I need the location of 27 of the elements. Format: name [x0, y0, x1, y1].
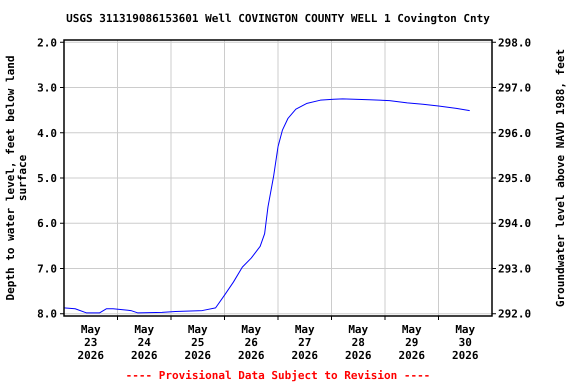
y-tick-label: 3.0 [37, 82, 57, 95]
y-tick-label: 4.0 [37, 126, 57, 140]
y2-tick-label: 293.0 [498, 262, 532, 276]
x-tick-label: May 28 2026 [345, 323, 372, 362]
y-tick-label: 7.0 [37, 262, 57, 276]
x-tick-label: May 30 2026 [452, 323, 479, 362]
y2-tick-label: 296.0 [498, 126, 532, 140]
y2-axis-title: Groundwater level above NAVD 1988, feet [554, 48, 567, 308]
line-series [64, 98, 470, 314]
x-tick-label: May 24 2026 [131, 323, 158, 362]
x-tick-label: May 29 2026 [398, 323, 426, 362]
x-tick-label: May 23 2026 [78, 323, 104, 362]
text: ---- Provisional Data Subject to Revision ---- [126, 369, 430, 382]
y2-tick-label: 295.0 [498, 172, 532, 185]
y-axis-title: Depth to water level, feet below land surface [4, 55, 29, 301]
x-tick-label: May 26 2026 [238, 323, 265, 362]
y-tick-label: 2.0 [37, 36, 57, 50]
y2-tick-label: 294.0 [498, 217, 532, 230]
y-tick-label: 5.0 [37, 172, 57, 185]
y2-tick-label: 298.0 [498, 36, 532, 50]
y2-tick-label: 292.0 [498, 308, 532, 321]
chart-title: USGS 311319086153601 Well COVINGTON COUNTY WELL 1 Covington Cnty [66, 12, 490, 25]
x-tick-label: May 25 2026 [184, 323, 212, 362]
y-tick-label: 8.0 [37, 308, 57, 321]
x-tick-label: May 27 2026 [292, 323, 318, 362]
y2-tick-label: 297.0 [498, 82, 532, 95]
y-tick-label: 6.0 [37, 217, 57, 230]
